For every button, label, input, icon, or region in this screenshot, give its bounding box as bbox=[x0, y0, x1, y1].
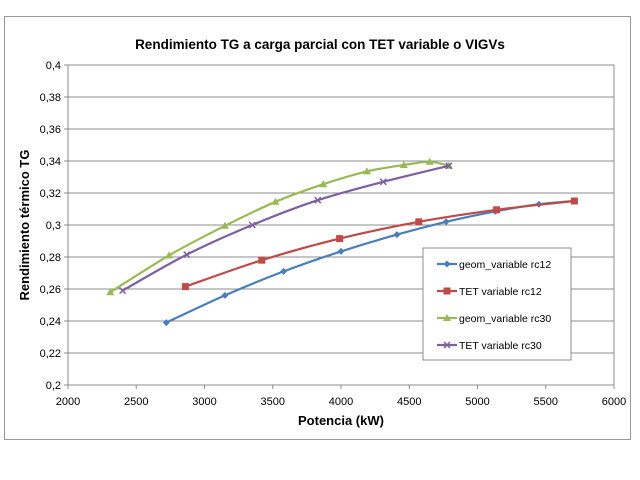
y-axis-title: Rendimiento térmico TG bbox=[17, 150, 32, 301]
series-2-point bbox=[493, 206, 501, 214]
series-1-point bbox=[221, 291, 229, 299]
series-2-point bbox=[570, 197, 578, 205]
y-tick-label: 0,3 bbox=[46, 220, 61, 232]
x-tick-label: 4500 bbox=[397, 396, 421, 408]
legend-label-3: geom_variable rc30 bbox=[459, 313, 551, 325]
series-3-point bbox=[220, 221, 229, 229]
series-2-point bbox=[336, 235, 344, 243]
y-tick-label: 0,36 bbox=[40, 124, 61, 136]
x-tick-label: 2000 bbox=[56, 396, 80, 408]
x-tick-label: 5500 bbox=[534, 396, 558, 408]
series-4-point bbox=[119, 287, 127, 295]
y-tick-label: 0,4 bbox=[46, 60, 61, 72]
y-tick-label: 0,2 bbox=[46, 380, 61, 392]
series-2-point bbox=[181, 283, 189, 291]
series-3-point bbox=[425, 157, 434, 165]
series-4-point bbox=[183, 251, 191, 259]
legend-label-2: TET variable rc12 bbox=[459, 286, 542, 298]
y-tick-label: 0,24 bbox=[40, 316, 61, 328]
x-tick-label: 3500 bbox=[261, 396, 285, 408]
series-3-point bbox=[271, 197, 280, 205]
series-1-point bbox=[162, 319, 170, 327]
series-line-2 bbox=[185, 199, 575, 288]
y-tick-label: 0,32 bbox=[40, 188, 61, 200]
series-3-point bbox=[362, 167, 371, 175]
y-tick-label: 0,38 bbox=[40, 92, 61, 104]
series-3-point bbox=[165, 251, 174, 259]
legend-marker-3 bbox=[443, 314, 451, 321]
y-tick-label: 0,26 bbox=[40, 284, 61, 296]
series-3-point bbox=[399, 161, 408, 168]
series-3-point bbox=[106, 288, 115, 296]
y-tick-label: 0,28 bbox=[40, 252, 61, 264]
x-axis-title: Potencia (kW) bbox=[298, 413, 384, 428]
series-3-point bbox=[319, 180, 328, 188]
plot-area: 0,2 0,22 0,24 0,26 0,28 0,3 0,32 0,34 0,36 0,38 0,… bbox=[40, 60, 627, 408]
series-4-point bbox=[248, 221, 256, 229]
series-2-point bbox=[258, 256, 266, 264]
legend-marker-4 bbox=[443, 341, 451, 349]
chart-title: Rendimiento TG a carga parcial con TET v… bbox=[135, 37, 505, 52]
x-tick-label: 6000 bbox=[602, 396, 626, 408]
series-1-point bbox=[393, 231, 401, 239]
legend-marker-2 bbox=[443, 287, 451, 295]
y-tick-label: 0,34 bbox=[40, 156, 61, 168]
x-tick-label: 4000 bbox=[329, 396, 353, 408]
series-1-point bbox=[280, 267, 288, 275]
legend-label-1: geom_variable rc12 bbox=[459, 259, 551, 271]
y-tick-label: 0,22 bbox=[40, 348, 61, 360]
series-1-point bbox=[337, 247, 345, 255]
series-4-point bbox=[379, 178, 387, 186]
series-1-point bbox=[442, 218, 450, 226]
x-tick-label: 2500 bbox=[124, 396, 148, 408]
chart-frame bbox=[4, 16, 631, 440]
x-tick-label: 5000 bbox=[465, 396, 489, 408]
legend-marker-1 bbox=[443, 260, 451, 268]
legend: geom_variable rc12 TET variable rc12 geom_… bbox=[422, 247, 572, 361]
series-line-4 bbox=[122, 164, 450, 292]
legend-label-4: TET variable rc30 bbox=[459, 340, 542, 352]
series-4-point bbox=[445, 162, 453, 170]
series-2-point bbox=[415, 218, 423, 226]
x-tick-label: 3000 bbox=[192, 396, 216, 408]
series-4-point bbox=[314, 196, 322, 204]
